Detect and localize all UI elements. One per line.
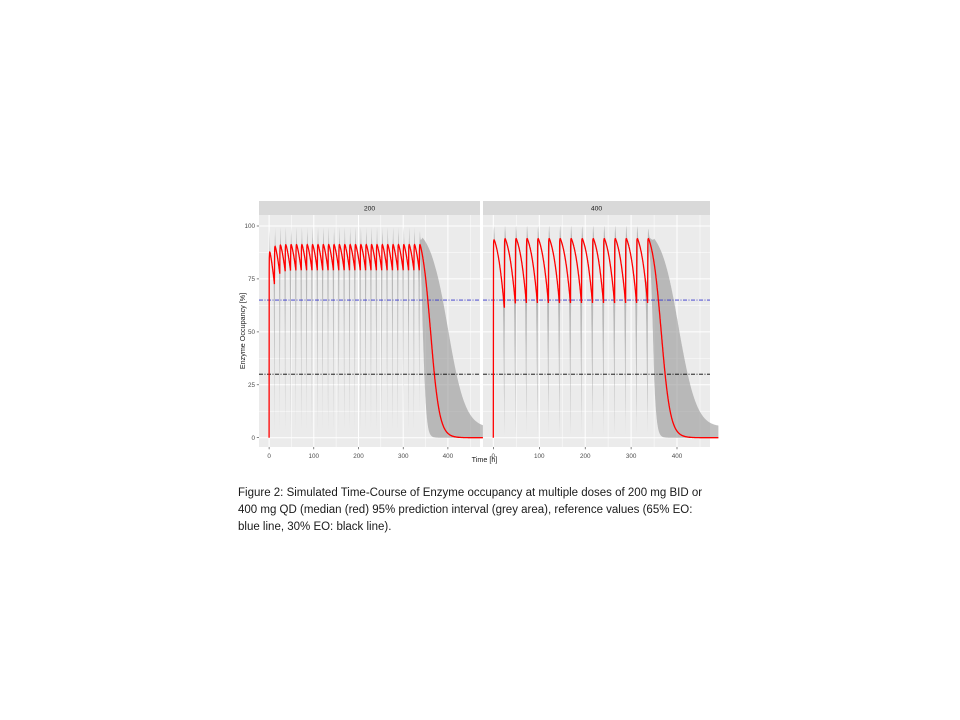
svg-text:400: 400	[672, 453, 683, 460]
svg-text:25: 25	[248, 382, 256, 389]
svg-text:200: 200	[364, 205, 376, 212]
svg-text:100: 100	[309, 453, 320, 460]
svg-text:0: 0	[251, 435, 255, 442]
svg-text:Time [h]: Time [h]	[472, 455, 498, 464]
svg-text:300: 300	[626, 453, 637, 460]
svg-text:100: 100	[244, 223, 255, 230]
svg-text:300: 300	[398, 453, 409, 460]
svg-text:75: 75	[248, 276, 256, 283]
svg-text:Enzyme Occupancy [%]: Enzyme Occupancy [%]	[238, 293, 247, 369]
svg-text:400: 400	[443, 453, 454, 460]
svg-text:200: 200	[580, 453, 591, 460]
svg-text:400: 400	[591, 205, 603, 212]
svg-text:200: 200	[353, 453, 364, 460]
svg-text:50: 50	[248, 329, 256, 336]
svg-text:0: 0	[267, 453, 271, 460]
svg-text:100: 100	[534, 453, 545, 460]
